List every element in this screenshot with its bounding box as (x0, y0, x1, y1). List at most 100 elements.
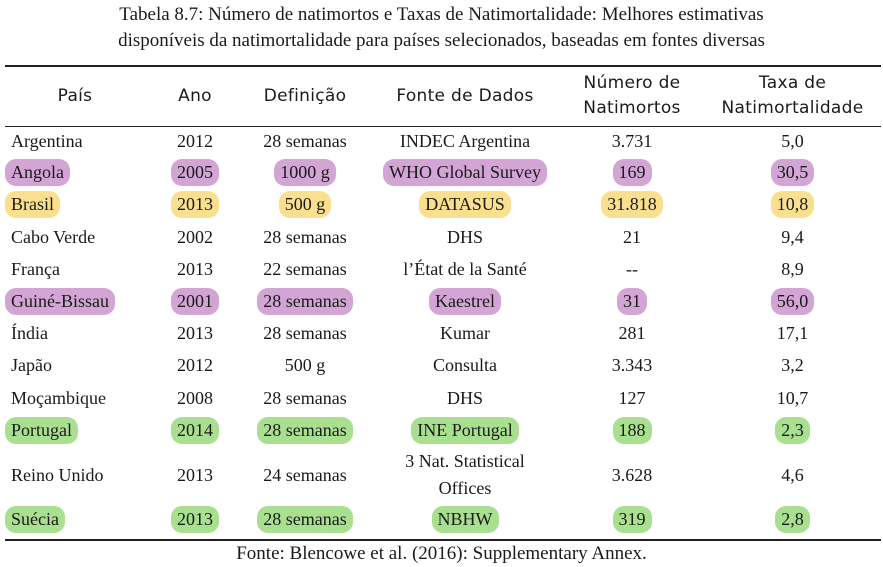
cell-ano: 2008 (155, 383, 235, 413)
cell-definicao-text: 28 semanas (263, 130, 347, 151)
cell-definicao-text: 500 g (278, 190, 332, 218)
cell-pais: França (5, 254, 155, 284)
cell-taxa-text: 2,3 (775, 416, 810, 444)
header-numero-line-2: Natimortos (583, 98, 681, 118)
cell-ano: 2013 (155, 189, 235, 219)
cell-pais-text: Reino Unido (11, 464, 104, 485)
cell-ano: 2013 (155, 254, 235, 284)
cell-pais-text: Guiné-Bissau (5, 287, 115, 315)
cell-pais: Índia (5, 318, 155, 348)
cell-fonte-text: DHS (446, 226, 483, 247)
cell-fonte-text: DHS (446, 387, 483, 408)
cell-fonte: Consulta (375, 350, 555, 380)
cell-taxa: 4,6 (705, 448, 880, 502)
table-row: Reino Unido 2013 24 semanas 3 Nat. Statisti… (0, 448, 883, 502)
cell-taxa-text: 4,6 (781, 464, 804, 485)
cell-definicao: 28 semanas (245, 415, 365, 445)
cell-numero-text: 31.818 (601, 190, 663, 218)
cell-ano: 2012 (155, 350, 235, 380)
table-row: Guiné-Bissau 2001 28 semanas Kaestrel 31 56,0 (0, 286, 883, 316)
cell-taxa: 10,7 (705, 383, 880, 413)
cell-fonte: DHS (375, 222, 555, 252)
cell-pais-text: Brasil (5, 190, 60, 218)
cell-fonte: 3 Nat. Statistical Offices (375, 448, 555, 502)
cell-pais: Reino Unido (5, 448, 155, 502)
cell-definicao: 28 semanas (245, 503, 365, 535)
cell-ano-text: 2014 (171, 416, 219, 444)
cell-numero: 3.731 (567, 127, 697, 155)
header-fonte-label: Fonte de Dados (396, 85, 534, 106)
cell-definicao: 28 semanas (245, 127, 365, 155)
cell-taxa: 2,3 (705, 415, 880, 445)
cell-fonte: l’État de la Santé (375, 254, 555, 284)
cell-ano: 2002 (155, 222, 235, 252)
cell-ano: 2012 (155, 127, 235, 155)
cell-pais: Cabo Verde (5, 222, 155, 252)
cell-numero-text: 127 (618, 387, 646, 408)
cell-numero: 319 (567, 503, 697, 535)
cell-ano: 2005 (155, 157, 235, 187)
cell-taxa-text: 3,2 (781, 354, 804, 375)
table-row: França 2013 22 semanas l’État de la Santé --… (0, 254, 883, 284)
cell-pais-text: Angola (5, 158, 70, 186)
cell-pais-text: Portugal (5, 416, 78, 444)
cell-definicao-text: 24 semanas (263, 464, 347, 485)
cell-definicao-text: 28 semanas (263, 387, 347, 408)
cell-ano: 2013 (155, 318, 235, 348)
table-row: Moçambique 2008 28 semanas DHS 127 10,7 (0, 383, 883, 413)
cell-pais-text: França (11, 258, 60, 279)
cell-pais: Brasil (5, 189, 155, 219)
cell-taxa: 5,0 (705, 127, 880, 155)
cell-fonte: INDEC Argentina (375, 127, 555, 155)
cell-taxa-text: 10,8 (770, 190, 815, 218)
cell-numero: 188 (567, 415, 697, 445)
cell-fonte: DATASUS (375, 189, 555, 219)
table-footnote: Fonte: Blencowe et al. (2016): Supplemen… (236, 543, 647, 564)
cell-fonte-text: NBHW (431, 505, 499, 533)
cell-pais-text: Japão (11, 354, 52, 375)
cell-ano-text: 2013 (177, 464, 213, 485)
header-fonte: Fonte de Dados (375, 68, 555, 124)
cell-definicao: 500 g (245, 350, 365, 380)
table-row: Índia 2013 28 semanas Kumar 281 17,1 (0, 318, 883, 348)
cell-ano-text: 2001 (171, 287, 219, 315)
cell-pais: Suécia (5, 503, 155, 535)
cell-numero: 21 (567, 222, 697, 252)
cell-taxa-text: 10,7 (776, 387, 809, 408)
cell-numero-text: 281 (618, 322, 646, 343)
cell-ano-text: 2002 (177, 226, 213, 247)
cell-fonte: Kaestrel (375, 286, 555, 316)
cell-pais-text: Argentina (11, 130, 83, 151)
cell-ano: 2014 (155, 415, 235, 445)
cell-ano-text: 2012 (177, 354, 213, 375)
cell-taxa: 10,8 (705, 189, 880, 219)
cell-definicao-text: 500 g (284, 354, 326, 375)
cell-definicao: 28 semanas (245, 222, 365, 252)
table-row: Suécia 2013 28 semanas NBHW 319 2,8 (0, 503, 883, 535)
cell-taxa-text: 17,1 (776, 322, 809, 343)
cell-numero-text: 188 (612, 416, 652, 444)
cell-fonte-text: l’État de la Santé (403, 258, 527, 279)
cell-definicao: 24 semanas (245, 448, 365, 502)
cell-definicao-text: 28 semanas (263, 322, 347, 343)
header-ano: Ano (155, 68, 235, 124)
cell-taxa: 56,0 (705, 286, 880, 316)
cell-fonte: Kumar (375, 318, 555, 348)
cell-definicao: 28 semanas (245, 286, 365, 316)
header-taxa-line-1: Taxa de (758, 73, 827, 93)
cell-pais: Argentina (5, 127, 155, 155)
table-row: Cabo Verde 2002 28 semanas DHS 21 9,4 (0, 222, 883, 252)
top-rule (5, 65, 881, 67)
header-taxa-line-2: Natimortalidade (721, 98, 864, 118)
cell-taxa-text: 8,9 (781, 258, 804, 279)
cell-fonte: INE Portugal (375, 415, 555, 445)
cell-fonte-text: INE Portugal (411, 416, 519, 444)
cell-definicao-text: 28 semanas (257, 287, 353, 315)
cell-definicao-text: 1000 g (274, 158, 336, 186)
cell-fonte: DHS (375, 383, 555, 413)
cell-numero: 3.343 (567, 350, 697, 380)
cell-definicao-text: 28 semanas (263, 226, 347, 247)
cell-numero-text: 169 (612, 158, 652, 186)
caption-line-1: Tabela 8.7: Número de natimortos e Taxas… (119, 4, 764, 25)
cell-numero: 31.818 (567, 189, 697, 219)
